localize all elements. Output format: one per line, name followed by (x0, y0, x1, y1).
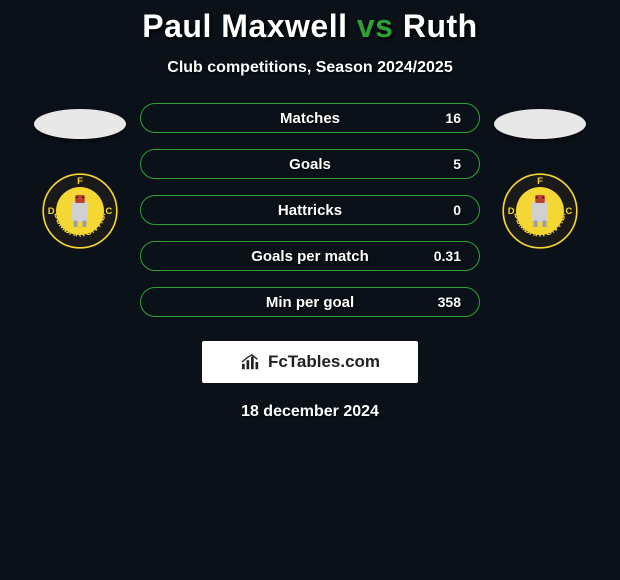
stat-label: Min per goal (266, 294, 354, 311)
player-right-column: DUMBARTON F.C. D F C (490, 109, 590, 251)
svg-text:F: F (537, 176, 543, 187)
stat-label: Goals (289, 156, 331, 173)
title-player1: Paul Maxwell (142, 8, 347, 44)
stat-row-goals: Goals 5 (140, 149, 480, 179)
stat-right-value: 5 (421, 156, 461, 172)
date-text: 18 december 2024 (0, 403, 620, 421)
stats-column: Matches 16 Goals 5 Hattricks 0 Goals per… (140, 103, 480, 317)
stat-right-value: 16 (421, 110, 461, 126)
main-row: DUMBARTON F.C. D F C Matches 16 Goals 5 (0, 109, 620, 317)
stat-right-value: 358 (421, 294, 461, 310)
svg-text:D: D (48, 206, 55, 217)
player-right-placeholder (494, 109, 586, 139)
brand-text: FcTables.com (268, 352, 380, 372)
player-left-placeholder (34, 109, 126, 139)
dumbarton-badge-icon: DUMBARTON F.C. D F C (500, 171, 580, 251)
page-title: Paul Maxwell vs Ruth (0, 8, 620, 45)
title-vs: vs (357, 8, 394, 44)
club-badge-right: DUMBARTON F.C. D F C (500, 171, 580, 251)
dumbarton-badge-icon: DUMBARTON F.C. D F C (40, 171, 120, 251)
stat-label: Goals per match (251, 248, 369, 265)
subtitle: Club competitions, Season 2024/2025 (0, 59, 620, 77)
infographic-container: Paul Maxwell vs Ruth Club competitions, … (0, 0, 620, 421)
stat-row-goals-per-match: Goals per match 0.31 (140, 241, 480, 271)
stat-right-value: 0 (421, 202, 461, 218)
svg-text:F: F (77, 176, 83, 187)
stat-row-hattricks: Hattricks 0 (140, 195, 480, 225)
svg-text:C: C (105, 206, 112, 217)
svg-text:C: C (565, 206, 572, 217)
stat-row-min-per-goal: Min per goal 358 (140, 287, 480, 317)
stat-row-matches: Matches 16 (140, 103, 480, 133)
bar-chart-icon (240, 353, 262, 371)
title-player2: Ruth (403, 8, 478, 44)
svg-text:D: D (508, 206, 515, 217)
club-badge-left: DUMBARTON F.C. D F C (40, 171, 120, 251)
stat-label: Hattricks (278, 202, 342, 219)
player-left-column: DUMBARTON F.C. D F C (30, 109, 130, 251)
stat-label: Matches (280, 110, 340, 127)
brand-box: FcTables.com (202, 341, 418, 383)
stat-right-value: 0.31 (421, 248, 461, 264)
